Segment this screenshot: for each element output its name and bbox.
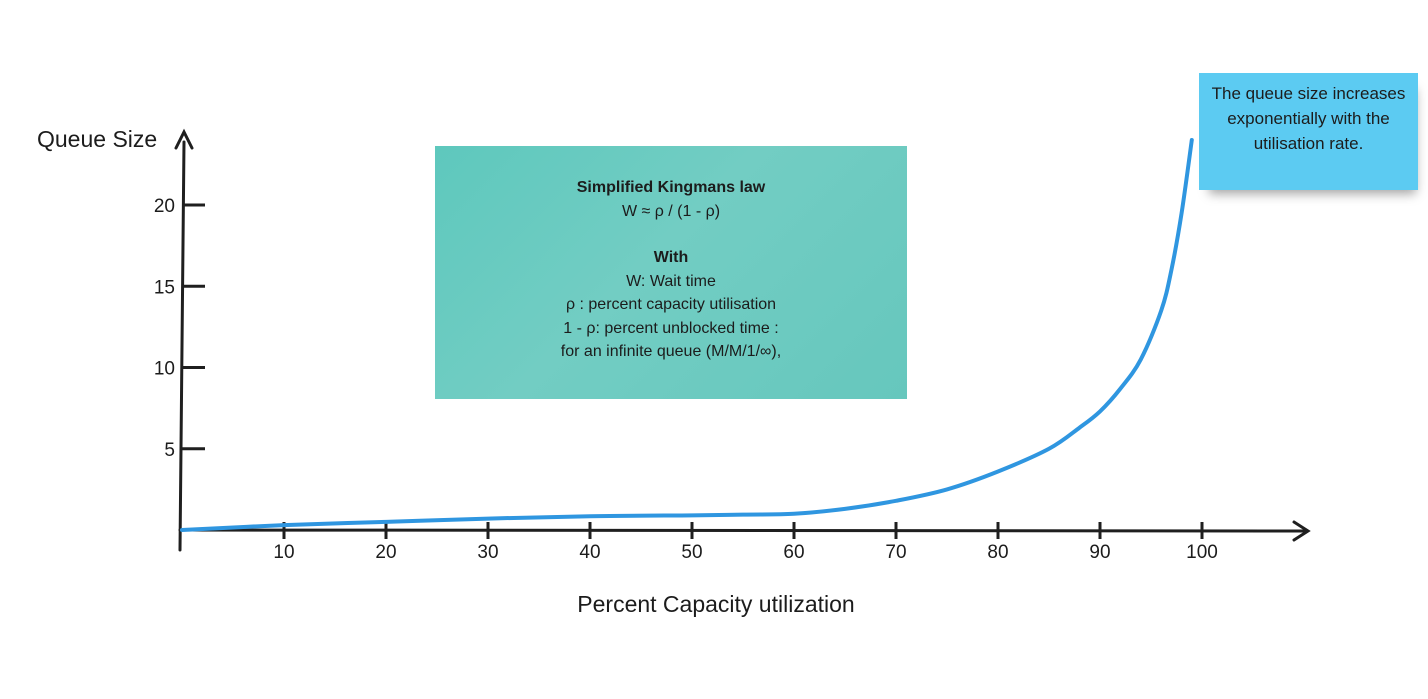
kingman-title: Simplified Kingmans law [576, 179, 766, 196]
x-tick-label: 60 [783, 542, 804, 563]
x-tick-label: 50 [681, 542, 702, 563]
y-tick-label: 10 [154, 359, 175, 380]
x-tick-label: 70 [885, 542, 906, 563]
x-tick-label: 20 [375, 542, 396, 563]
x-tick-label: 30 [477, 542, 498, 563]
kingman-formula: W ≈ ρ / (1 - ρ) [621, 202, 721, 220]
x-axis-line [178, 528, 1307, 533]
y-axis-arrow [174, 128, 194, 150]
y-tick-label: 5 [164, 440, 175, 461]
x-tick-label: 90 [1089, 542, 1110, 563]
x-axis-arrow [1292, 520, 1311, 542]
x-tick-label: 80 [987, 542, 1008, 563]
x-ticks: 10 20 30 40 50 60 70 80 90 100 [273, 522, 1218, 563]
kingman-law-note[interactable]: Simplified Kingmans law W ≈ ρ / (1 - ρ) … [435, 146, 907, 399]
y-tick-label: 15 [154, 277, 175, 298]
y-ticks: 5 10 15 20 [154, 196, 205, 461]
kingman-line-wait-time: W: Wait time [626, 272, 716, 290]
y-axis-line [178, 140, 186, 552]
kingman-line-unblocked: 1 - ρ: percent unblocked time : [563, 319, 779, 337]
y-tick-label: 20 [154, 196, 175, 217]
note-spacer [435, 223, 907, 246]
y-axis-title: Queue Size [37, 126, 157, 152]
x-tick-label: 10 [273, 542, 294, 563]
kingman-with-heading: With [653, 249, 689, 266]
kingman-line-utilisation: ρ : percent capacity utilisation [565, 296, 777, 313]
x-tick-label: 40 [579, 542, 600, 563]
callout-text: The queue size increases exponentially w… [1211, 84, 1406, 153]
x-axis-title: Percent Capacity utilization [577, 591, 854, 617]
x-tick-label: 100 [1186, 542, 1218, 563]
queue-size-curve [180, 138, 1194, 532]
kingman-line-infinite-queue: for an infinite queue (M/M/1/∞), [560, 343, 782, 360]
callout-note[interactable]: The queue size increases exponentially w… [1199, 73, 1418, 190]
